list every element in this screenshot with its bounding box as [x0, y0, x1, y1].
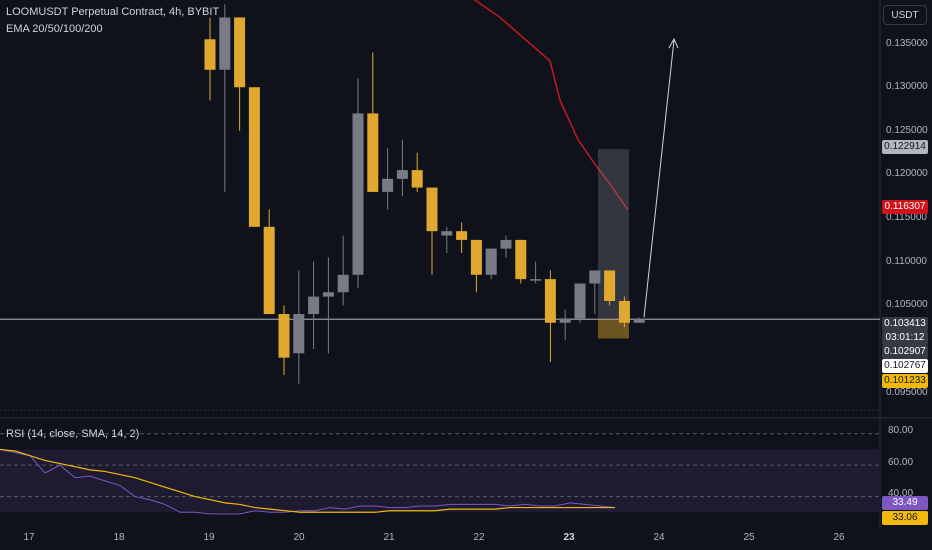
candle-body [485, 248, 497, 275]
rsi-ma-line [0, 448, 615, 513]
candle-body [530, 279, 542, 281]
price-tick: 0.135000 [886, 37, 928, 49]
candle-body [500, 239, 512, 249]
time-tick: 22 [473, 532, 485, 543]
time-tick: 25 [743, 532, 755, 543]
time-tick: 17 [23, 532, 35, 543]
rsi-band [0, 449, 880, 513]
candle-body [293, 314, 305, 354]
price-tick: 0.130000 [886, 81, 928, 93]
rsi-tick-40: 40.00 [888, 488, 914, 499]
projection-arrow-line [643, 39, 675, 318]
candle-body [248, 87, 260, 227]
candle-body [263, 226, 275, 315]
candle-body [604, 270, 616, 301]
candle-body [544, 279, 556, 323]
price-tick: 0.105000 [886, 299, 928, 311]
candle-body [426, 187, 438, 232]
projection-arrow-head [668, 37, 679, 49]
last-price-label: 0.103413 [882, 317, 928, 331]
candle-body [411, 170, 423, 188]
symbol-title: LOOMUSDT Perpetual Contract, 4h, BYBIT [6, 6, 220, 18]
currency-button[interactable]: USDT [883, 5, 927, 25]
countdown-label: 03:01:12 [882, 331, 928, 345]
price-tick: 0.120000 [886, 168, 928, 180]
candle-body [367, 113, 379, 192]
bid-price-label: 0.102767 [882, 359, 928, 373]
candle-body [396, 170, 408, 179]
candle-body [352, 113, 364, 275]
rsi-tick-60: 60.00 [888, 457, 914, 468]
candle-body [589, 270, 601, 284]
target-price-label: 0.122914 [882, 140, 928, 154]
time-tick: 18 [113, 532, 125, 543]
candle-body [515, 239, 527, 280]
price-tick: 0.115000 [886, 212, 927, 224]
candle-body [308, 296, 320, 315]
rsi-title[interactable]: RSI (14, close, SMA, 14, 2) [6, 428, 140, 440]
time-tick: 24 [653, 532, 665, 543]
candle-body [382, 178, 394, 192]
time-tick: 19 [203, 532, 215, 543]
entry-price-label: 0.101233 [882, 374, 928, 388]
candle-body [618, 300, 630, 323]
candle-body [234, 17, 246, 88]
ema-price-label: 0.116307 [882, 200, 928, 214]
candle-body [219, 17, 231, 70]
candle-body [456, 231, 468, 240]
candle-body [337, 274, 349, 293]
candle-body [322, 292, 334, 297]
candle-body [204, 39, 216, 70]
rsi-line [0, 448, 616, 515]
stop-zone [598, 319, 629, 339]
time-tick: 26 [833, 532, 845, 543]
time-tick: 20 [293, 532, 305, 543]
candle-body [633, 319, 645, 323]
candle-body [574, 283, 586, 319]
time-tick: 23 [563, 532, 575, 543]
rsi-ma-value-label: 33.06 [882, 511, 928, 525]
rsi-value-label: 33.49 [882, 496, 928, 510]
price-tick: 0.110000 [886, 255, 927, 267]
price-tick: 0.125000 [886, 124, 928, 136]
price-tick: 0.095000 [886, 386, 928, 398]
ema-indicator-label[interactable]: EMA 20/50/100/200 [6, 23, 103, 35]
ema-line [473, 0, 629, 210]
time-tick: 21 [383, 532, 395, 543]
candle-body [470, 239, 482, 275]
stop-price-label: 0.102907 [882, 345, 928, 359]
candle-body [441, 231, 453, 236]
candle-body [278, 314, 290, 358]
candle-body [559, 318, 571, 323]
rsi-tick-80: 80.00 [888, 425, 914, 436]
